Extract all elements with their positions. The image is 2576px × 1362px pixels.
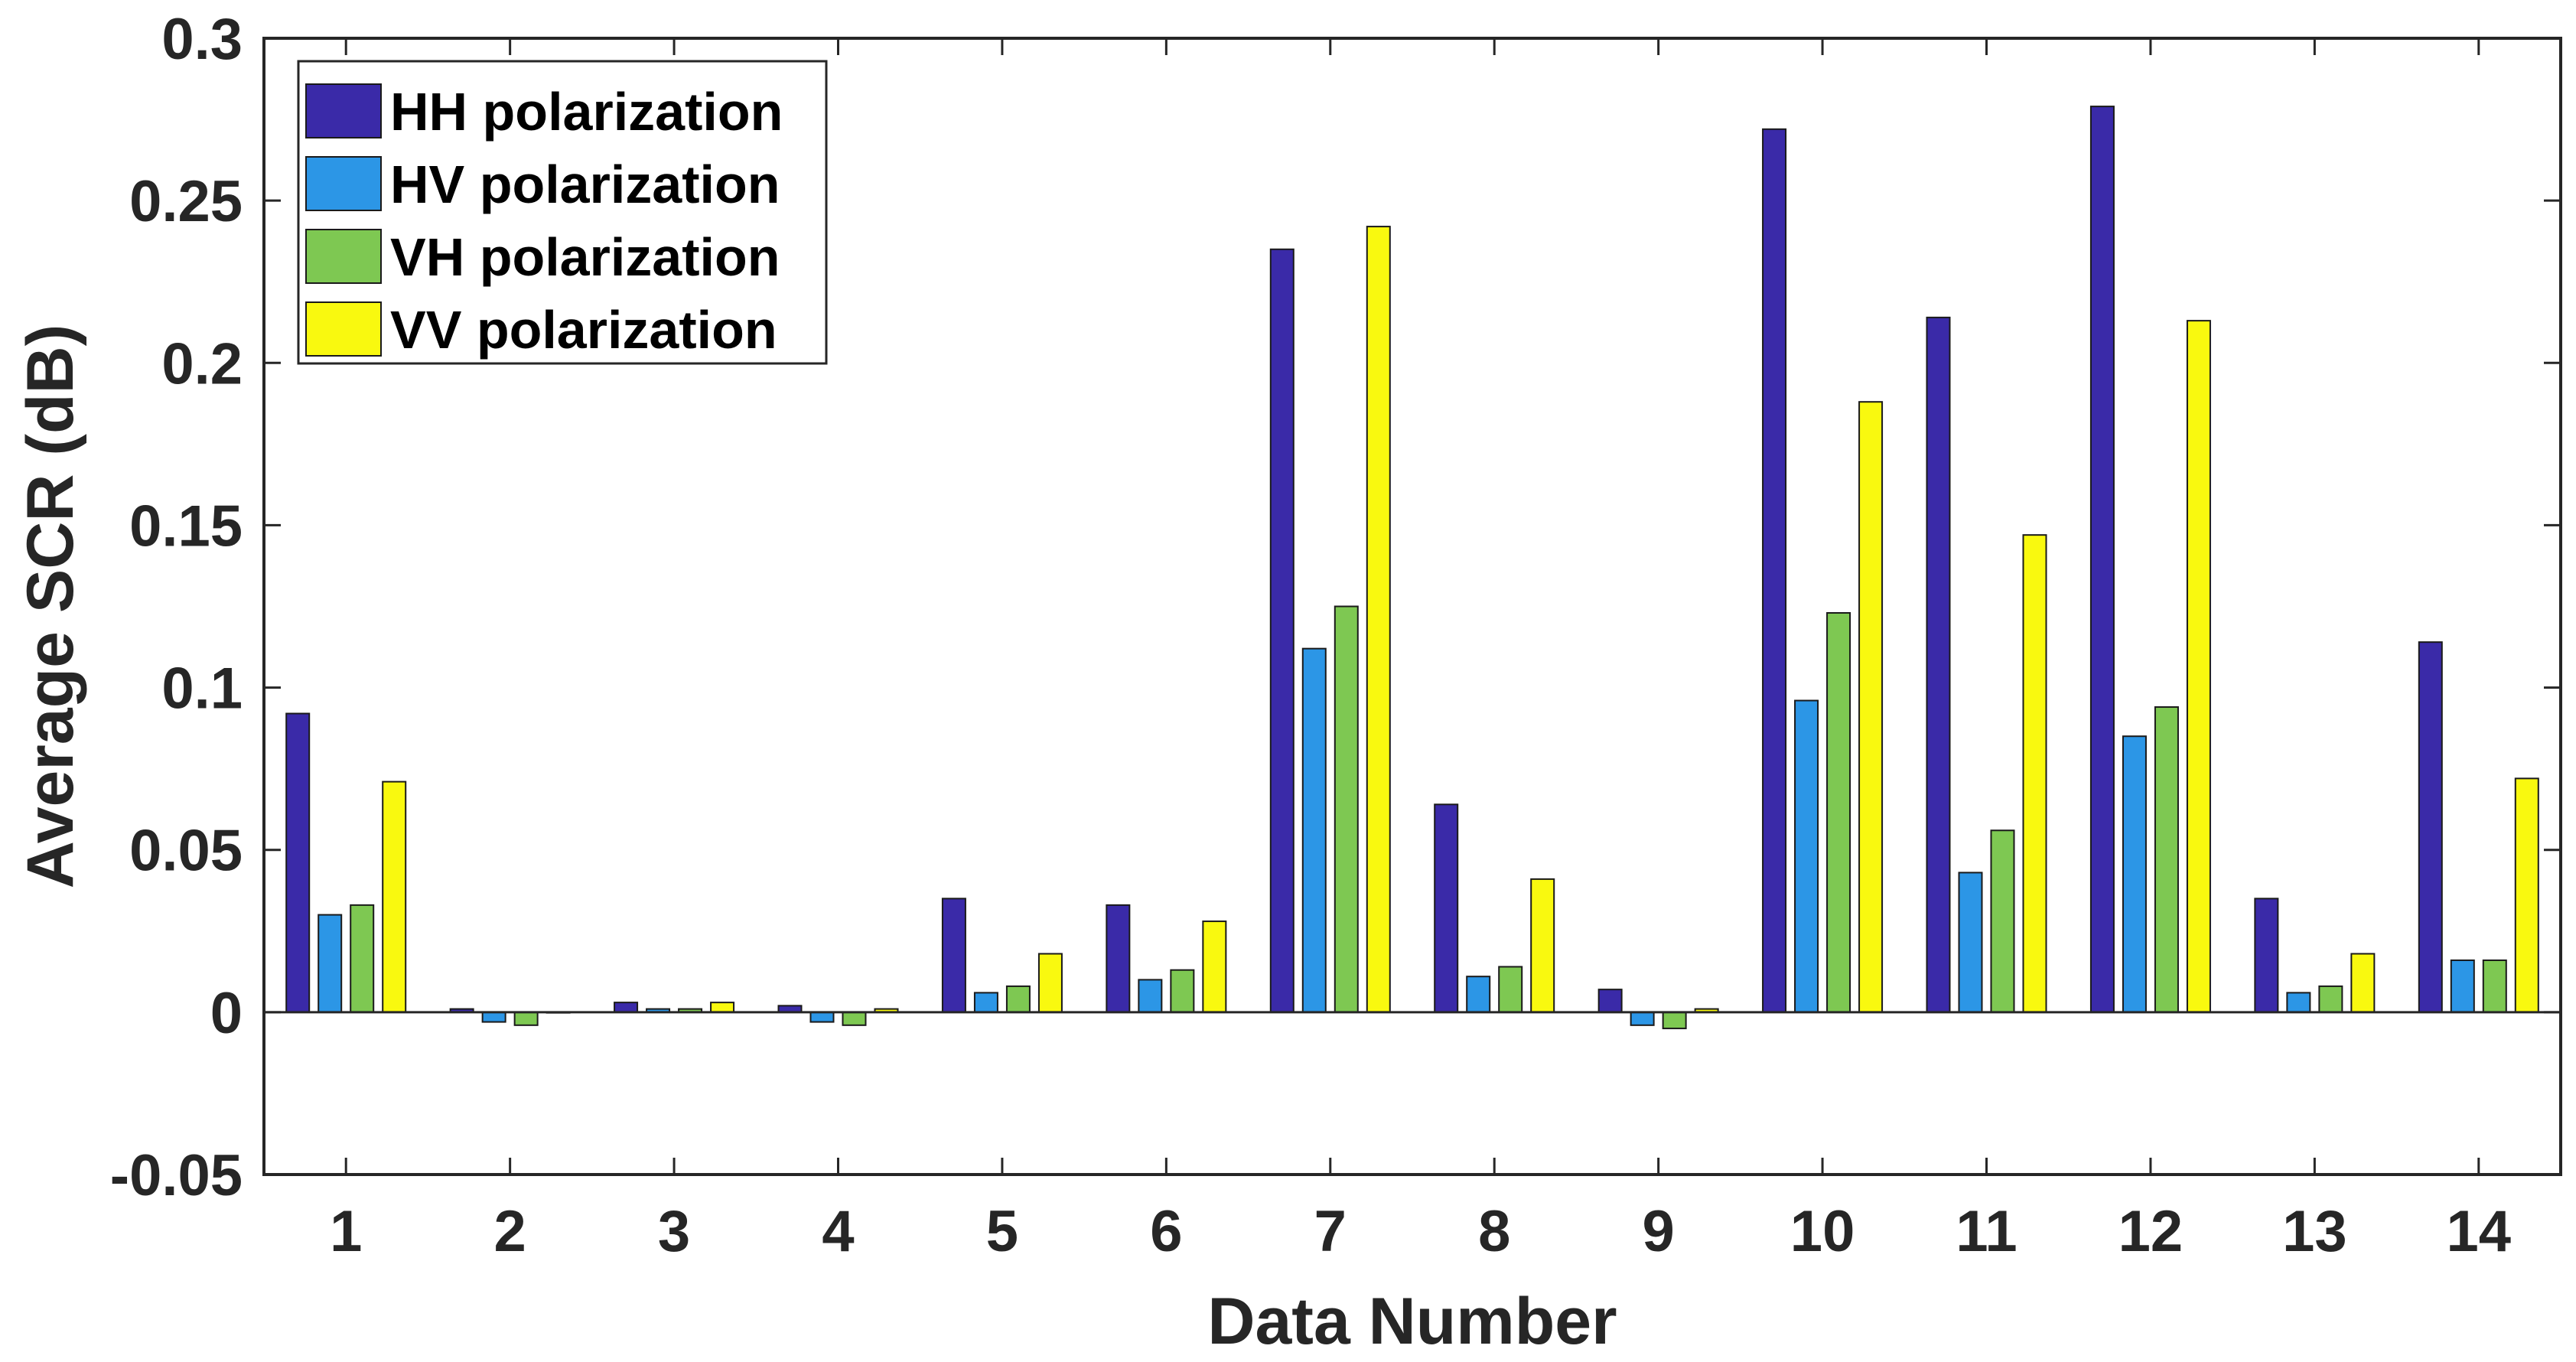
bar-vv-1: [382, 780, 407, 1013]
bar-vv-13: [2350, 953, 2376, 1013]
bar-vh-8: [1498, 966, 1523, 1013]
bar-vv-14: [2514, 777, 2539, 1013]
bars-layer: [285, 106, 2539, 1030]
legend-swatch-hv: [305, 156, 382, 211]
bar-hh-1: [285, 712, 311, 1013]
bar-vv-12: [2186, 320, 2211, 1013]
bar-hv-10: [1794, 699, 1819, 1013]
bar-hv-4: [809, 1011, 835, 1023]
legend-label-hh: HH polarization: [390, 82, 783, 142]
x-tick-label: 2: [494, 1199, 526, 1264]
bar-vh-7: [1334, 605, 1359, 1013]
bar-vv-7: [1366, 226, 1391, 1013]
bar-vh-13: [2318, 985, 2343, 1013]
bar-hh-6: [1106, 904, 1131, 1013]
legend-items: HH polarization HV polarization VH polariz…: [305, 82, 783, 360]
legend-label-hv: HV polarization: [390, 155, 780, 214]
legend-swatch-vv: [305, 301, 382, 357]
bar-hh-12: [2089, 106, 2115, 1013]
x-tick-label: 14: [2447, 1199, 2512, 1264]
bar-hh-14: [2418, 641, 2443, 1013]
legend-label-vh: VH polarization: [390, 227, 780, 287]
bar-vh-4: [842, 1011, 867, 1026]
x-tick-label: 6: [1150, 1199, 1182, 1264]
bar-hv-5: [973, 992, 998, 1013]
x-tick-label: 12: [2118, 1199, 2184, 1264]
legend-swatch-hh: [305, 83, 382, 138]
bar-hh-5: [941, 898, 966, 1013]
x-tick-label: 3: [658, 1199, 690, 1264]
x-axis: 1 2 3 4 5 6 7 8 9 10 11 12 13 14: [330, 38, 2511, 1264]
y-tick-label: 0.1: [161, 657, 243, 722]
bar-hv-13: [2286, 992, 2311, 1013]
bar-hh-8: [1434, 803, 1459, 1013]
y-tick-label: -0.05: [110, 1143, 243, 1208]
bar-hh-11: [1926, 316, 1951, 1013]
bar-hv-7: [1301, 647, 1327, 1013]
bar-hh-3: [614, 1002, 639, 1013]
y-tick-label: 0.25: [129, 169, 243, 234]
bar-vh-9: [1662, 1011, 1687, 1030]
y-tick-label: 0.05: [129, 819, 243, 884]
y-axis: -0.05 0 0.05 0.1 0.15 0.2 0.25 0.3: [110, 7, 2561, 1208]
bar-hv-8: [1466, 976, 1491, 1013]
bar-hh-9: [1597, 989, 1623, 1013]
bar-hv-14: [2450, 959, 2475, 1013]
bar-vh-5: [1005, 985, 1031, 1013]
bar-vh-14: [2482, 959, 2507, 1013]
y-tick-label: 0.2: [161, 331, 243, 396]
x-tick-label: 1: [330, 1199, 362, 1264]
bar-vv-5: [1037, 953, 1063, 1013]
x-tick-label: 13: [2282, 1199, 2347, 1264]
y-axis-title: Average SCR (dB): [14, 324, 87, 889]
legend: HH polarization HV polarization VH polariz…: [297, 60, 828, 365]
bar-vh-6: [1170, 969, 1195, 1013]
bar-hv-6: [1138, 979, 1163, 1013]
bar-vv-8: [1530, 878, 1555, 1013]
bar-hv-11: [1958, 872, 1983, 1013]
x-axis-title: Data Number: [1207, 1285, 1617, 1358]
bar-hv-12: [2122, 735, 2147, 1013]
x-tick-label: 9: [1643, 1199, 1675, 1264]
bar-vv-6: [1202, 920, 1227, 1013]
bar-hv-9: [1630, 1011, 1655, 1026]
plot-area-box: [262, 37, 2562, 1176]
bar-vh-12: [2154, 706, 2179, 1013]
bar-vh-11: [1990, 829, 2015, 1013]
legend-box: [297, 60, 828, 365]
y-tick-label: 0.15: [129, 494, 243, 559]
bar-hv-2: [481, 1011, 506, 1023]
x-tick-label: 11: [1956, 1199, 2017, 1264]
bar-hh-7: [1269, 248, 1295, 1013]
bar-vh-10: [1826, 611, 1851, 1013]
y-tick-label: 0: [210, 981, 243, 1046]
bar-vh-1: [350, 904, 375, 1013]
bar-vh-2: [513, 1011, 539, 1026]
bar-vv-3: [710, 1002, 735, 1013]
x-tick-label: 8: [1478, 1199, 1510, 1264]
bar-vv-10: [1858, 401, 1884, 1013]
x-tick-label: 5: [986, 1199, 1018, 1264]
legend-label-vv: VV polarization: [390, 300, 777, 360]
x-tick-label: 10: [1790, 1199, 1855, 1264]
bar-vv-11: [2022, 534, 2047, 1013]
bar-hh-13: [2254, 898, 2279, 1013]
bar-hh-10: [1762, 128, 1787, 1013]
y-tick-label: 0.3: [161, 7, 243, 72]
x-tick-label: 7: [1314, 1199, 1347, 1264]
x-tick-label: 4: [822, 1199, 854, 1264]
legend-swatch-vh: [305, 229, 382, 284]
bar-hv-1: [318, 914, 343, 1013]
